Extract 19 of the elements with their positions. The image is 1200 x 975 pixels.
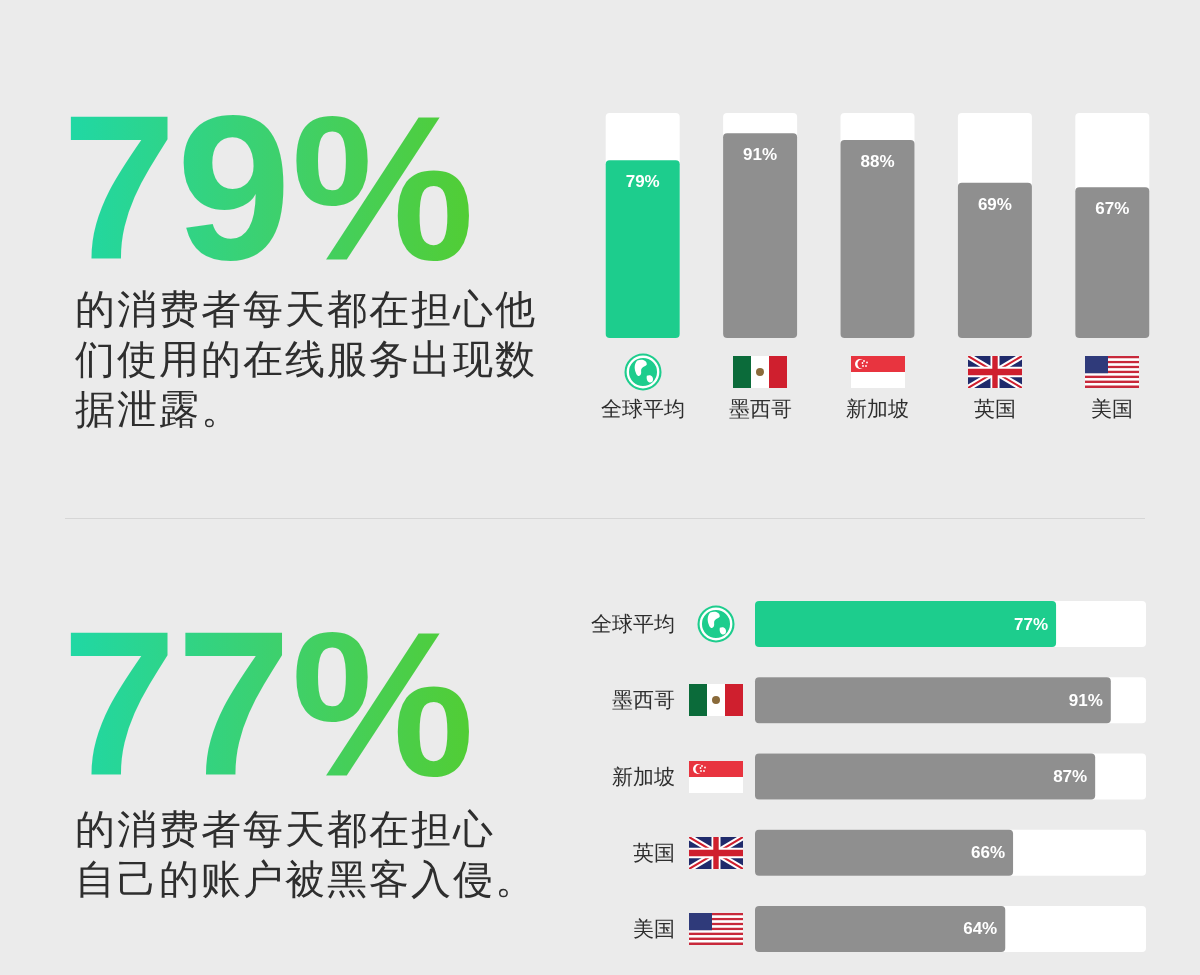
y-tick-label: 新加坡 <box>612 764 675 789</box>
data-label: 69% <box>977 194 1012 214</box>
y-tick-label: 美国 <box>633 916 675 941</box>
x-tick-label: 美国 <box>1091 396 1134 421</box>
data-label: 91% <box>1068 690 1103 710</box>
data-label: 88% <box>860 152 895 171</box>
data-label: 87% <box>1053 767 1088 786</box>
data-label: 77% <box>1014 614 1049 634</box>
y-tick-label: 墨西哥 <box>612 688 675 713</box>
y-tick-label: 全球平均 <box>591 612 675 637</box>
y-tick-label: 英国 <box>633 840 675 865</box>
data-label: 79% <box>625 172 660 192</box>
data-label: 66% <box>971 843 1006 863</box>
x-tick-label: 英国 <box>973 396 1016 421</box>
data-label: 64% <box>963 919 998 939</box>
x-tick-label: 新加坡 <box>846 396 909 421</box>
data-label: 67% <box>1095 199 1130 219</box>
data-label: 91% <box>743 145 778 165</box>
x-tick-label: 墨西哥 <box>728 396 792 421</box>
